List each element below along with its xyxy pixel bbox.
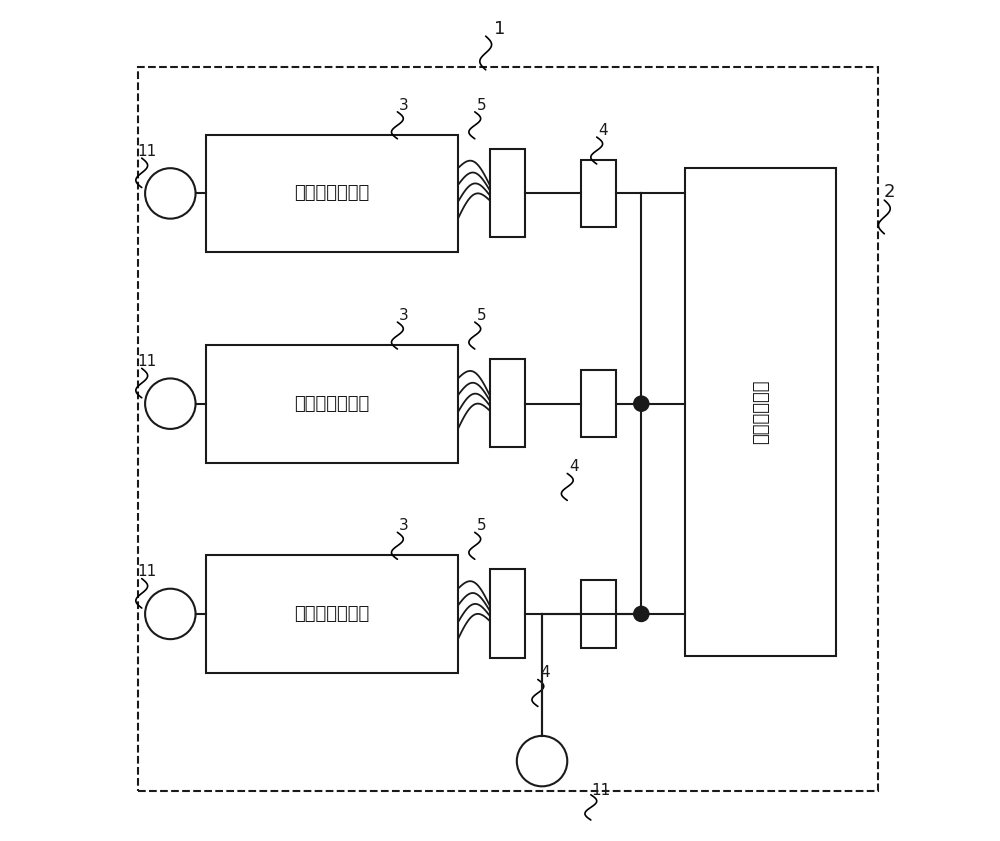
Text: 3: 3 bbox=[399, 98, 409, 113]
Bar bbox=[206, 345, 458, 463]
Bar bbox=[685, 168, 836, 656]
Text: 3: 3 bbox=[399, 308, 409, 323]
Circle shape bbox=[145, 378, 196, 429]
Bar bbox=[490, 569, 525, 658]
Text: 11: 11 bbox=[137, 564, 156, 579]
Text: 激光发生器芯片: 激光发生器芯片 bbox=[294, 394, 369, 413]
Bar bbox=[490, 149, 525, 237]
Text: 5: 5 bbox=[477, 308, 486, 323]
Text: 4: 4 bbox=[569, 459, 579, 474]
Circle shape bbox=[634, 396, 649, 411]
Circle shape bbox=[145, 589, 196, 639]
Text: 3: 3 bbox=[399, 518, 409, 533]
Text: 11: 11 bbox=[137, 354, 156, 369]
Bar bbox=[581, 370, 616, 437]
Text: 激光发生器芯片: 激光发生器芯片 bbox=[294, 605, 369, 623]
Text: 4: 4 bbox=[540, 665, 549, 680]
Text: 1: 1 bbox=[494, 20, 506, 39]
Text: 控制驱动芯片: 控制驱动芯片 bbox=[752, 380, 770, 444]
Circle shape bbox=[145, 168, 196, 219]
Text: 11: 11 bbox=[591, 783, 611, 798]
Text: 4: 4 bbox=[599, 123, 608, 138]
Bar bbox=[138, 67, 878, 791]
Bar bbox=[206, 555, 458, 673]
Text: 5: 5 bbox=[477, 98, 486, 113]
Bar bbox=[581, 580, 616, 648]
Circle shape bbox=[634, 606, 649, 621]
Bar bbox=[581, 160, 616, 227]
Bar bbox=[206, 135, 458, 252]
Circle shape bbox=[517, 736, 567, 786]
Text: 激光发生器芯片: 激光发生器芯片 bbox=[294, 184, 369, 203]
Bar bbox=[490, 359, 525, 447]
Text: 5: 5 bbox=[477, 518, 486, 533]
Text: 11: 11 bbox=[137, 144, 156, 159]
Text: 2: 2 bbox=[884, 182, 895, 201]
